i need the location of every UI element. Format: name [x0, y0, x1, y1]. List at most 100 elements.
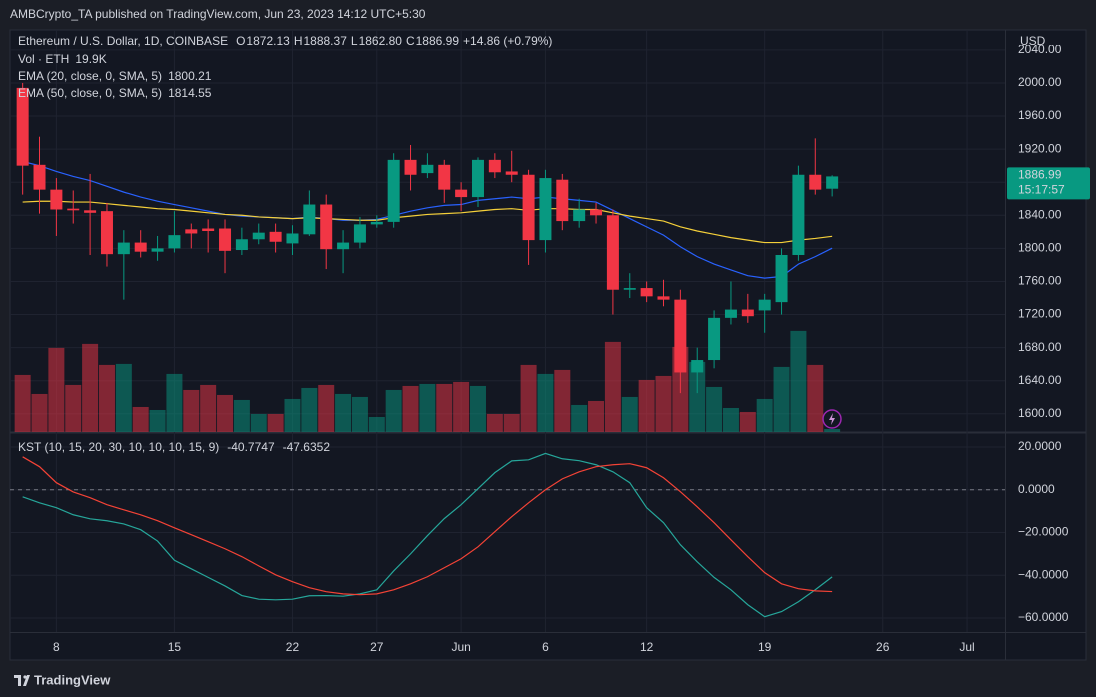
y2-tick-label: −40.0000 — [1018, 567, 1069, 581]
alert-bolt — [829, 413, 835, 425]
legend-ema-value: 1800.21 — [168, 69, 212, 83]
candle-body — [556, 179, 569, 222]
x-tick-label: 15 — [168, 640, 182, 654]
volume-bar — [402, 385, 419, 432]
volume-bar — [301, 387, 318, 432]
legend-ohlc-value: 1886.99 — [416, 34, 460, 48]
candle-body — [775, 254, 788, 303]
volume-bar — [217, 394, 234, 432]
footer-brand: TradingView — [34, 672, 111, 687]
candle-body — [640, 288, 653, 297]
volume-bar — [520, 364, 537, 432]
volume-bar — [453, 381, 470, 432]
volume-bar — [503, 413, 520, 432]
volume-bar — [824, 428, 841, 432]
y2-tick-label: 0.0000 — [1018, 482, 1055, 496]
volume-bar — [267, 413, 284, 432]
y-tick-label: 2040.00 — [1018, 42, 1062, 56]
candle-body — [724, 309, 737, 318]
y-tick-label: 1720.00 — [1018, 307, 1062, 321]
y2-tick-label: −60.0000 — [1018, 610, 1069, 624]
candle-body — [471, 159, 484, 198]
candle-body — [100, 211, 113, 255]
volume-bar — [486, 413, 503, 432]
volume-bar — [436, 383, 453, 432]
volume-bar — [14, 374, 31, 432]
volume-bar — [149, 409, 166, 432]
footer-logo — [14, 675, 30, 686]
candle-body — [134, 242, 147, 252]
candle-body — [337, 242, 350, 250]
candle-body — [185, 229, 198, 234]
candle-body — [252, 232, 265, 240]
legend-ema: EMA (50, close, 0, SMA, 5) — [18, 86, 162, 100]
volume-bar — [82, 343, 99, 432]
price-badge-label: 1886.99 — [1018, 168, 1062, 182]
candle-body — [573, 209, 586, 222]
volume-bar — [115, 363, 132, 432]
volume-bar — [183, 389, 200, 432]
candle-body — [33, 164, 46, 190]
y-tick-label: 1960.00 — [1018, 108, 1062, 122]
candle-body — [202, 228, 215, 231]
volume-bar — [48, 347, 65, 432]
volume-bar — [655, 375, 672, 432]
legend-ohlc-letter: L — [351, 34, 358, 48]
candle-body — [708, 317, 721, 361]
candle-body — [623, 288, 636, 290]
candle-body — [320, 204, 333, 250]
y-tick-label: 1800.00 — [1018, 241, 1062, 255]
volume-bar — [385, 389, 402, 432]
candle-body — [809, 174, 822, 190]
candle-body — [522, 174, 535, 241]
kst-line — [22, 452, 833, 618]
candle-body — [505, 171, 518, 175]
x-tick-label: 22 — [286, 640, 300, 654]
volume-bar — [739, 411, 756, 432]
candle-body — [606, 215, 619, 290]
x-tick-label: 8 — [53, 640, 60, 654]
candle-body — [16, 87, 29, 166]
volume-bar — [469, 385, 486, 432]
y-tick-label: 1760.00 — [1018, 274, 1062, 288]
price-badge — [1007, 167, 1090, 200]
candle-body — [455, 189, 468, 198]
candle-body — [826, 176, 839, 189]
volume-bar — [250, 413, 267, 432]
x-tick-label: Jul — [959, 640, 974, 654]
candle-body — [286, 233, 299, 244]
legend-ema-value: 1814.55 — [168, 86, 212, 100]
candle-body — [303, 204, 316, 235]
volume-bar — [132, 406, 149, 432]
volume-bar — [756, 398, 773, 432]
y-tick-label: 1840.00 — [1018, 207, 1062, 221]
candle-body — [590, 209, 603, 216]
volume-bar — [807, 364, 824, 432]
y-tick-label: 1920.00 — [1018, 141, 1062, 155]
volume-bar — [790, 330, 807, 432]
y-tick-label: 1640.00 — [1018, 373, 1062, 387]
volume-bar — [689, 361, 706, 432]
legend-ohlc-letter: O — [236, 34, 245, 48]
legend-ohlc-value: 1888.37 — [303, 34, 347, 48]
y-tick-label: 1600.00 — [1018, 406, 1062, 420]
y-tick-label: 1680.00 — [1018, 340, 1062, 354]
volume-bar — [722, 407, 739, 432]
legend-volume-value: 19.9K — [75, 52, 106, 66]
x-tick-label: 19 — [758, 640, 772, 654]
x-tick-label: Jun — [451, 640, 470, 654]
y-tick-label: 2000.00 — [1018, 75, 1062, 89]
volume-bar — [604, 341, 621, 432]
logo-dot — [23, 675, 27, 679]
candle-body — [741, 309, 754, 317]
volume-bar — [233, 399, 250, 432]
legend-change: +14.86 (+0.79%) — [463, 34, 552, 48]
kst-line — [22, 456, 833, 596]
x-tick-label: 12 — [640, 640, 654, 654]
x-tick-label: 6 — [542, 640, 549, 654]
candle-body — [539, 178, 552, 241]
candle-body — [370, 221, 383, 225]
legend-ema: EMA (20, close, 0, SMA, 5) — [18, 69, 162, 83]
candle-body — [674, 299, 687, 373]
